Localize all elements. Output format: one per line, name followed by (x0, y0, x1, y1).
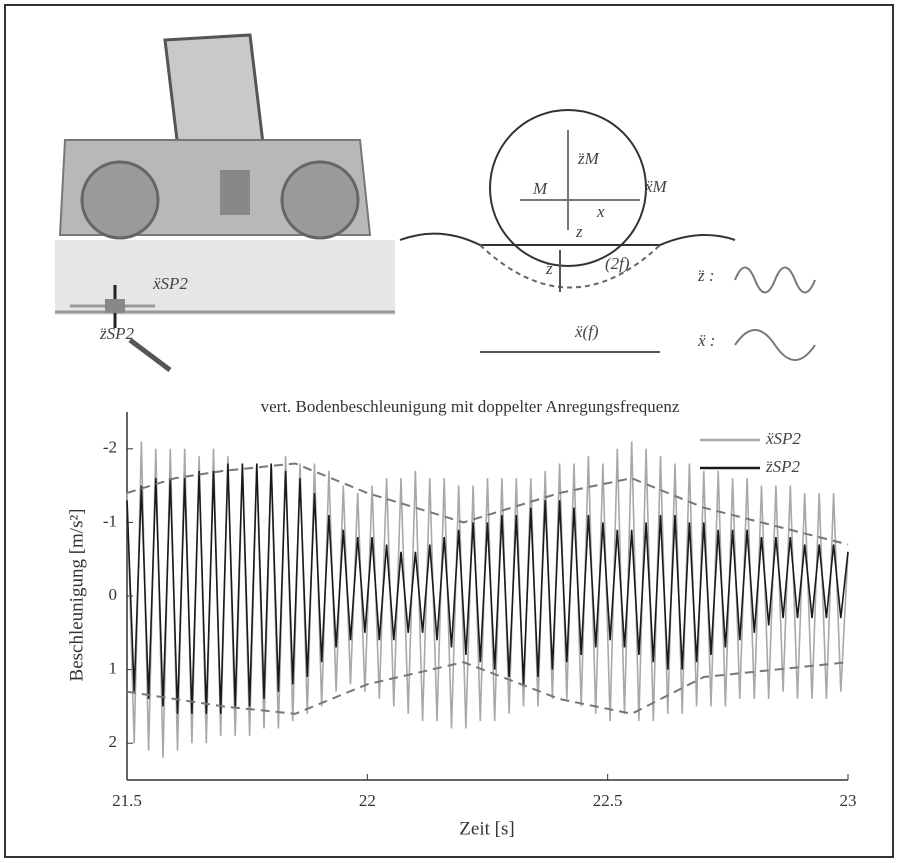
engine-part (220, 170, 250, 215)
x-tick-label: 22.5 (593, 791, 623, 810)
x-axis-label: Zeit [s] (459, 818, 514, 839)
x-tick-label: 22 (359, 791, 376, 810)
annotation: vert. Bodenbeschleunigung mit doppelter … (261, 397, 680, 416)
legend-label: z̈SP2 (765, 457, 801, 476)
y-tick-label: -1 (103, 511, 117, 530)
diagram-label: ẍM (644, 177, 668, 196)
legend-label: ẍSP2 (765, 429, 801, 448)
y-tick-label: 0 (109, 585, 118, 604)
diagram-label: z̈ : (697, 266, 715, 285)
diagram-label: z̈M (577, 149, 600, 168)
diagram-label: (2f) (605, 254, 630, 273)
drum-front (82, 162, 158, 238)
drum-rear (282, 162, 358, 238)
diagram-label: x (596, 202, 605, 221)
sensor (105, 299, 125, 313)
diagram-label: M (532, 179, 548, 198)
figure: vert. Bodenbeschleunigung mit doppelter … (0, 0, 900, 863)
y-axis-label: Beschleunigung [m/s²] (66, 509, 87, 682)
y-tick-label: 2 (109, 732, 118, 751)
diagram-label: ẍ(f) (574, 322, 599, 341)
y-tick-label: -2 (103, 438, 117, 457)
diagram-label: z̈SP2 (99, 324, 135, 343)
diagram-label: ẍSP2 (152, 274, 188, 293)
y-tick-label: 1 (109, 659, 118, 678)
frame (5, 5, 893, 857)
diagram-label: z̈ (545, 259, 553, 278)
diagram-label: ẍ : (697, 331, 715, 350)
diagram-label: z (575, 222, 583, 241)
x-tick-label: 21.5 (112, 791, 142, 810)
x-tick-label: 23 (840, 791, 857, 810)
